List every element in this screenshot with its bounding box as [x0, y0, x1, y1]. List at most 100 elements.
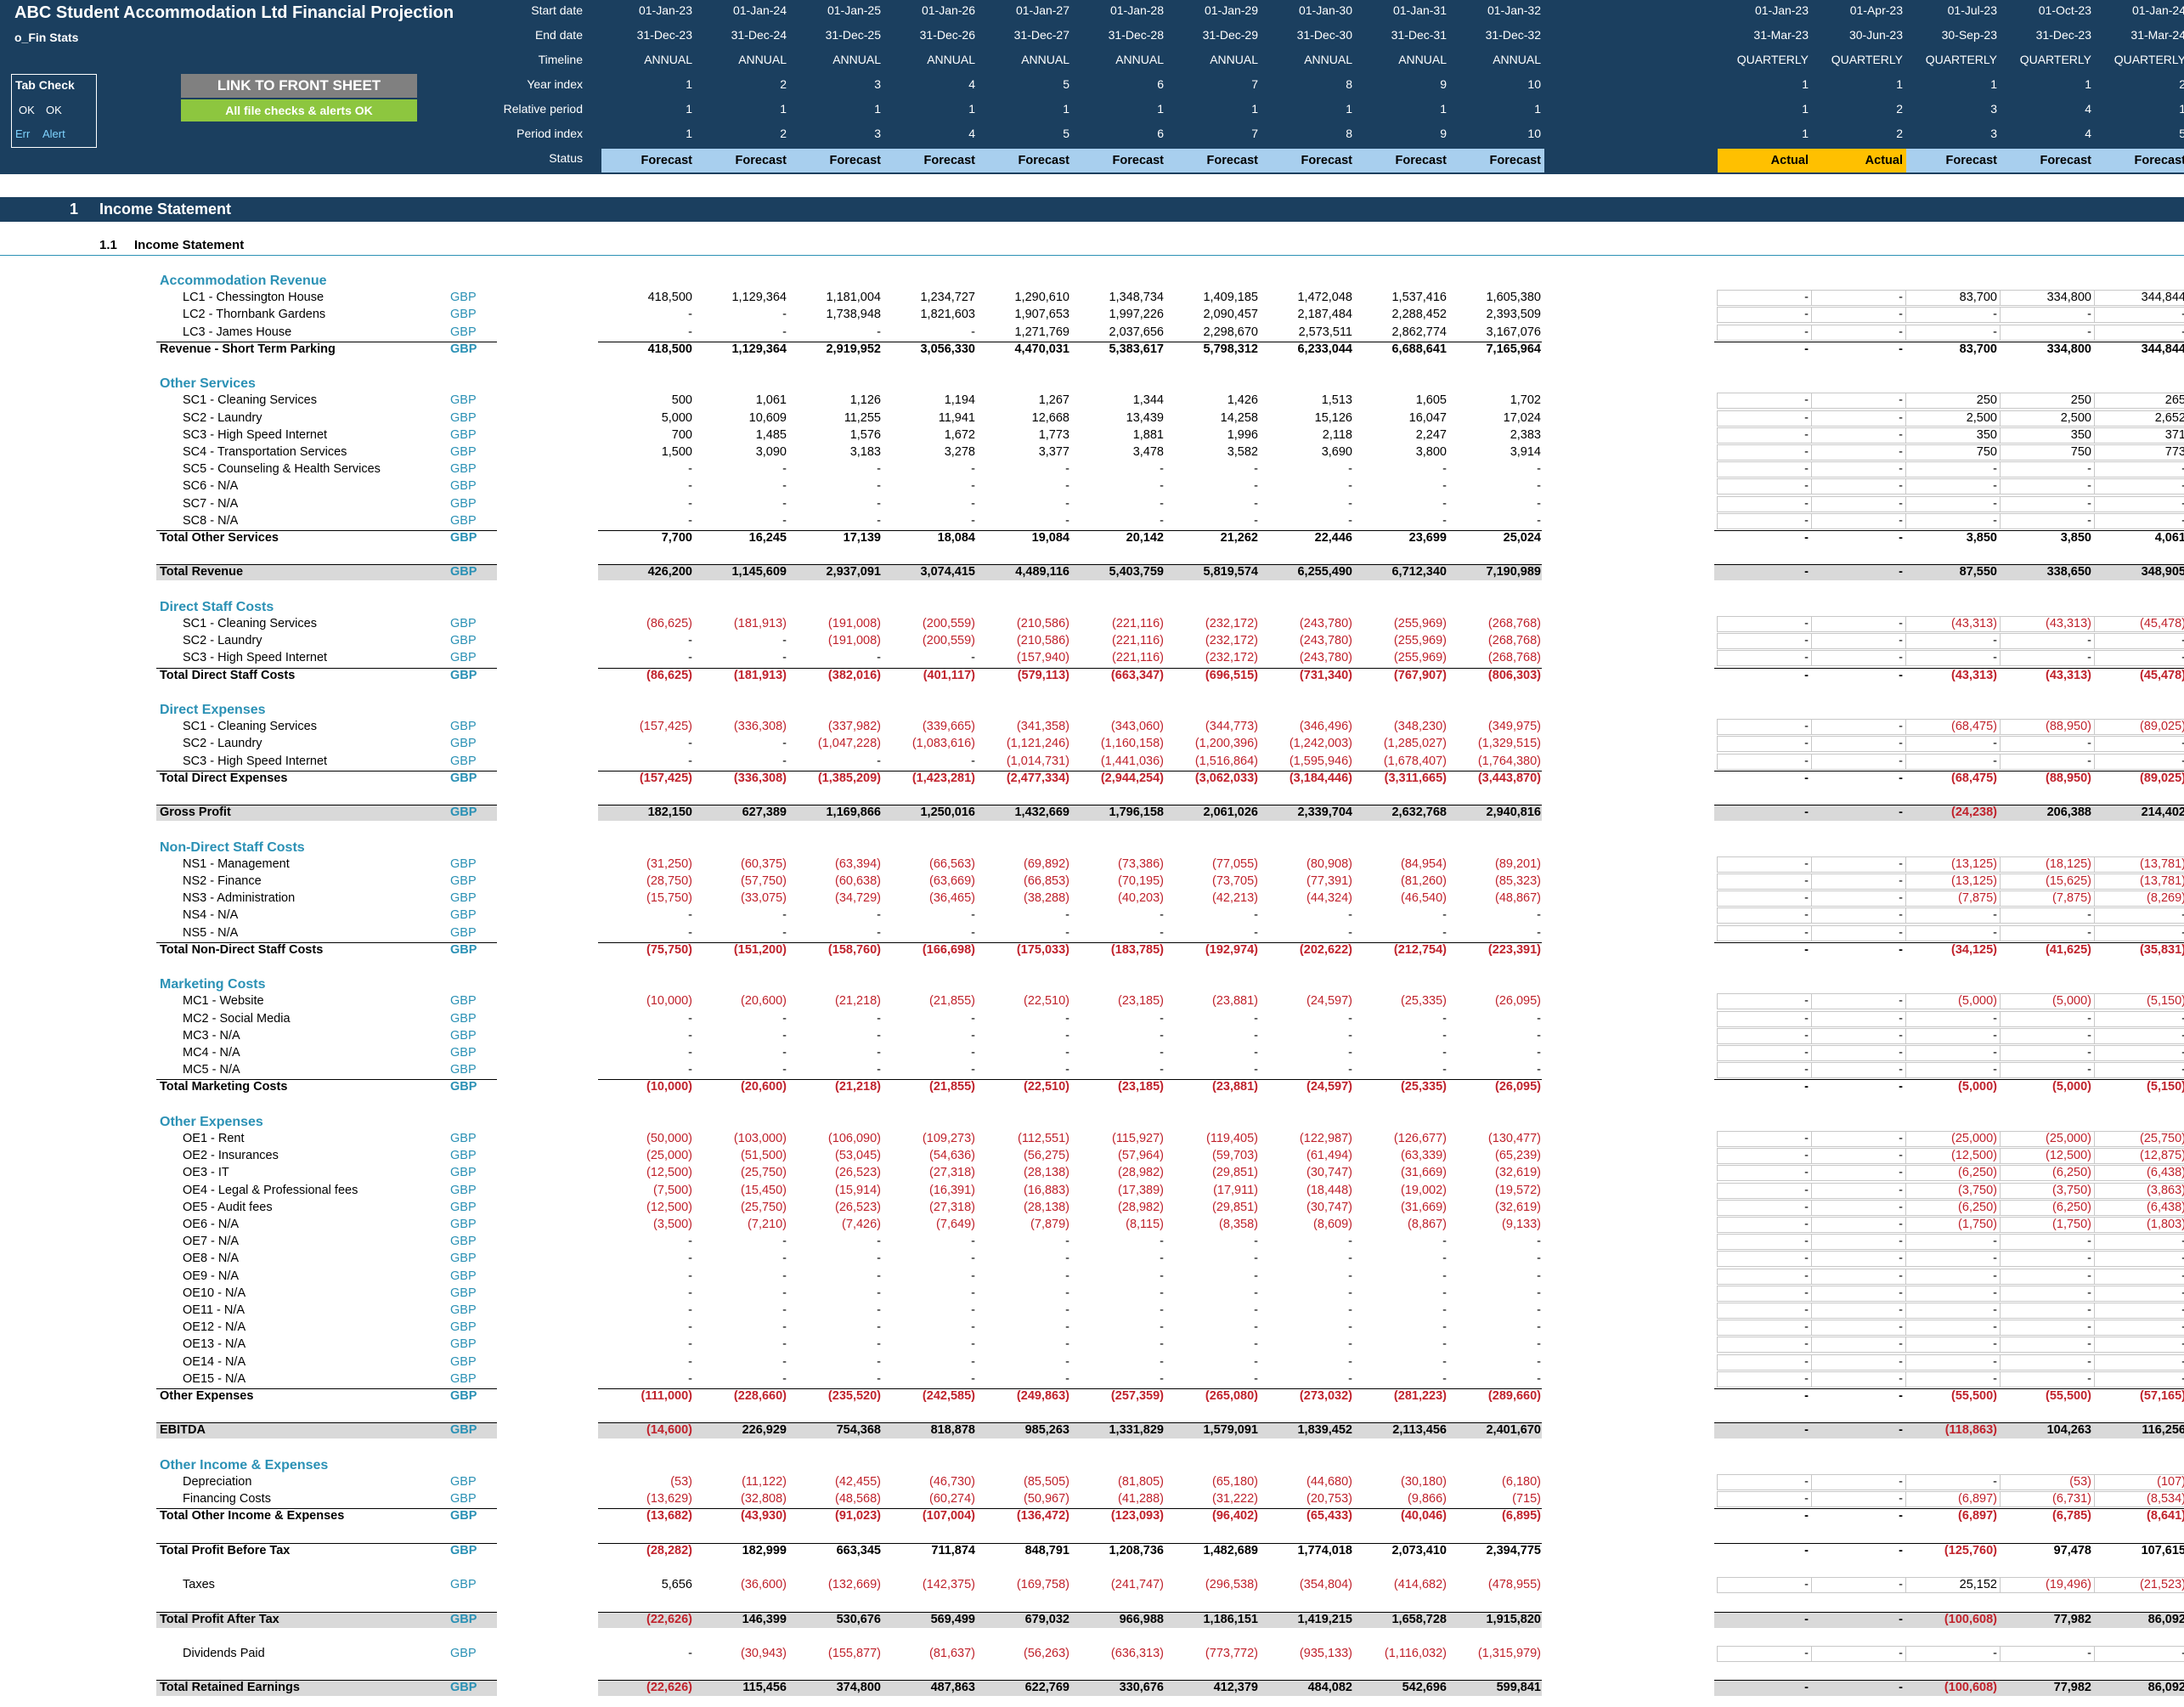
quarterly-value-cell: - [2181, 755, 2184, 768]
quarterly-value-cell: (6,438) [2147, 1200, 2184, 1214]
header-quarterly-cell: 01-Oct-23 [2038, 3, 2091, 17]
header-quarterly-cell: QUARTERLY [1736, 53, 1809, 66]
annual-value-cell: 182,999 [742, 1543, 787, 1557]
quarterly-value-cell: - [1899, 1028, 1903, 1043]
quarterly-value-cell: (53) [2069, 1475, 2091, 1489]
annual-value-cell: - [1160, 1269, 1164, 1283]
annual-value-cell: (27,318) [928, 1200, 975, 1214]
quarterly-input-cell [1717, 873, 1812, 890]
annual-value-cell: 1,881 [1132, 427, 1164, 442]
row-label: Total Non-Direct Staff Costs [160, 942, 324, 957]
annual-value-cell: (228,660) [733, 1389, 787, 1403]
annual-value-cell: - [1537, 1028, 1541, 1043]
annual-value-cell: 1,331,829 [1109, 1423, 1164, 1438]
total-row-band-left [156, 1680, 497, 1697]
annual-value-cell: - [688, 1354, 692, 1369]
annual-value-cell: - [1160, 1286, 1164, 1300]
quarterly-value-cell: - [2087, 308, 2091, 322]
annual-value-cell: - [688, 1337, 692, 1352]
annual-value-cell: 2,247 [1415, 427, 1447, 442]
annual-value-cell: - [1254, 925, 1258, 940]
annual-value-cell: (1,160,158) [1100, 737, 1164, 751]
annual-value-cell: - [1537, 1286, 1541, 1300]
annual-value-cell: 3,478 [1132, 445, 1164, 459]
annual-value-cell: - [877, 1320, 881, 1335]
row-unit: GBP [450, 1011, 477, 1026]
quarterly-input-cell [1717, 633, 1812, 650]
status-label: Status [549, 151, 583, 165]
link-to-front-sheet-button[interactable]: LINK TO FRONT SHEET [181, 74, 417, 98]
annual-value-cell: (268,768) [1487, 634, 1541, 648]
quarterly-value-cell: 338,650 [2046, 565, 2091, 579]
header-annual-cell: ANNUAL [927, 53, 975, 66]
header-annual-cell: 31-Dec-29 [1202, 28, 1258, 42]
total-row-band-left [156, 1422, 497, 1439]
annual-value-cell: (96,402) [1211, 1509, 1258, 1523]
annual-value-cell: - [1537, 1354, 1541, 1369]
annual-value-cell: - [971, 1046, 975, 1060]
quarterly-input-cell [1717, 1217, 1812, 1233]
quarterly-value-cell: - [2087, 1337, 2091, 1352]
header-quarterly-cell: 1 [1802, 127, 1809, 140]
total-row-top-border [1714, 1508, 2184, 1510]
annual-value-cell: (25,750) [740, 1166, 787, 1180]
quarterly-input-cell [1717, 1131, 1812, 1147]
section-heading: Direct Staff Costs [160, 599, 274, 614]
row-label: NS2 - Finance [183, 874, 262, 888]
annual-value-cell: - [782, 1028, 787, 1043]
annual-value-cell: (346,496) [1299, 720, 1352, 734]
annual-value-cell: (221,116) [1112, 617, 1164, 630]
row-label: MC5 - N/A [183, 1063, 240, 1077]
row-unit: GBP [450, 1371, 477, 1386]
row-label: MC2 - Social Media [183, 1011, 291, 1026]
row-unit: GBP [450, 1423, 477, 1438]
total-row-top-border [156, 1508, 497, 1510]
quarterly-value-cell: 344,844 [2141, 342, 2184, 356]
row-unit: GBP [450, 668, 477, 682]
annual-value-cell: (8,609) [1313, 1218, 1352, 1231]
annual-value-cell: (84,954) [1400, 856, 1447, 871]
quarterly-value-cell: - [1804, 565, 1809, 579]
annual-value-cell: 1,181,004 [826, 291, 881, 305]
annual-value-cell: - [877, 1286, 881, 1300]
quarterly-value-cell: - [1993, 1337, 1997, 1352]
header-quarterly-cell: 1 [2085, 77, 2091, 91]
annual-value-cell: (191,008) [827, 617, 881, 630]
quarterly-input-cell [1717, 1320, 1812, 1337]
row-label: MC3 - N/A [183, 1028, 240, 1043]
row-label: OE13 - N/A [183, 1337, 246, 1352]
annual-value-cell: - [877, 325, 881, 339]
quarterly-value-cell: - [2087, 1269, 2091, 1283]
annual-value-cell: - [971, 754, 975, 768]
annual-value-cell: - [877, 1235, 881, 1249]
row-unit: GBP [450, 1320, 477, 1335]
quarterly-value-cell: - [2181, 462, 2184, 476]
annual-value-cell: (12,500) [646, 1166, 692, 1180]
total-row-top-border [598, 1079, 1542, 1081]
header-annual-cell: 4 [968, 127, 975, 140]
quarterly-input-cell [2094, 1148, 2184, 1165]
annual-value-cell: - [688, 513, 692, 528]
quarterly-value-cell: - [2087, 1303, 2091, 1317]
quarterly-input-cell [1905, 650, 2001, 667]
quarterly-value-cell: - [1804, 668, 1809, 682]
quarterly-input-cell [2094, 753, 2184, 770]
quarterly-value-cell: (24,238) [1950, 805, 1997, 820]
section-heading: Marketing Costs [160, 977, 266, 992]
annual-value-cell: 23,699 [1408, 531, 1447, 545]
annual-value-cell: - [1537, 1303, 1541, 1317]
row-unit: GBP [450, 1046, 477, 1060]
annual-value-cell: - [1065, 1320, 1069, 1335]
row-label: SC2 - Laundry [183, 410, 262, 425]
quarterly-input-cell [2000, 478, 2095, 495]
annual-value-cell: (7,426) [842, 1218, 881, 1231]
annual-value-cell: - [971, 1320, 975, 1335]
quarterly-value-cell: - [1993, 925, 1997, 940]
row-label: Total Profit Before Tax [160, 1543, 291, 1557]
quarterly-input-cell [2000, 1251, 2095, 1268]
row-label: Total Direct Staff Costs [160, 668, 296, 682]
row-unit: GBP [450, 1612, 477, 1626]
quarterly-value-cell: 3,850 [2060, 531, 2091, 545]
annual-value-cell: (243,780) [1299, 617, 1352, 630]
quarterly-input-cell [2000, 1062, 2095, 1079]
